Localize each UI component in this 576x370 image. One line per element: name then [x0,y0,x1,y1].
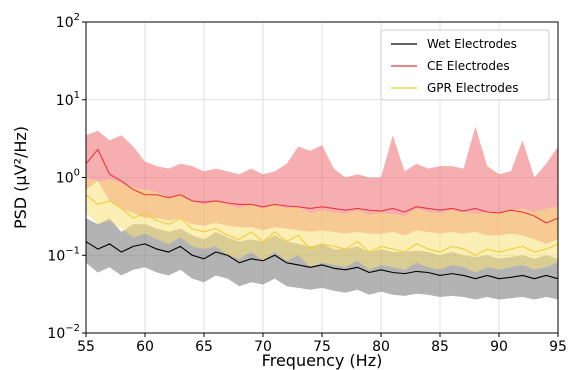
axis-ticks: 55 60 65 70 75 80 85 90 95 10−2 10−1 100 101 102 [47,12,566,355]
line-series-3 [85,194,559,256]
y-tick-label: 10−1 [47,245,80,264]
x-tick-label: 80 [372,339,390,355]
x-tick-label: 85 [431,339,449,355]
line-series-2 [85,148,559,224]
legend-box [380,29,550,101]
x-tick-label: 60 [136,339,154,355]
x-tick-label: 65 [195,339,213,355]
band-series-3 [86,177,558,273]
mean-lines [85,148,559,280]
x-tick-label: 90 [490,339,508,355]
x-tick-label: 95 [549,339,567,355]
x-tick-label: 70 [254,339,272,355]
line-series-1 [85,241,559,280]
y-tick-label: 101 [56,90,80,109]
confidence-bands [86,126,558,300]
y-tick-label: 10−2 [47,323,80,342]
y-tick-label: 102 [56,12,80,31]
legend-label: GPR Electrodes [427,81,519,95]
legend-label: CE Electrodes [427,59,510,73]
legend: Wet Electrodes CE Electrodes GPR Electrode… [380,29,550,101]
x-axis-title: Frequency (Hz) [262,351,383,370]
y-axis-title: PSD (µV²/Hz) [11,126,30,229]
x-tick-label: 55 [77,339,95,355]
y-tick-label: 100 [56,168,80,187]
x-tick-label: 75 [313,339,331,355]
legend-label: Wet Electrodes [427,37,517,51]
